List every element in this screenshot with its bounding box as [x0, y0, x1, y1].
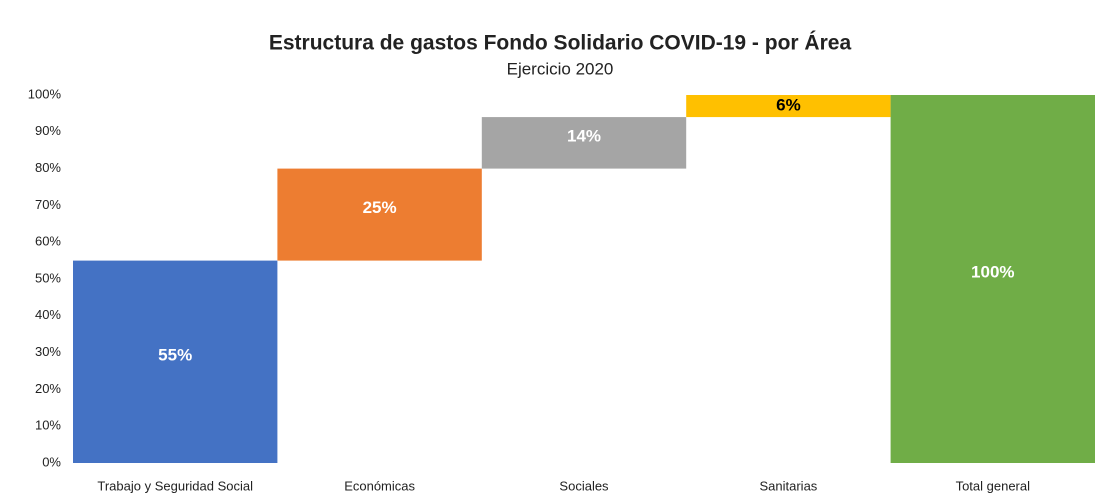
y-tick-label: 80%	[35, 160, 61, 175]
data-label: 14%	[567, 126, 601, 145]
y-tick-label: 40%	[35, 307, 61, 322]
chart-subtitle: Ejercicio 2020	[507, 59, 614, 78]
bar	[73, 260, 278, 463]
y-tick-label: 50%	[35, 270, 61, 285]
data-label: 6%	[776, 96, 801, 115]
bar	[890, 95, 1095, 463]
x-tick-label: Sanitarias	[759, 478, 817, 493]
bar	[277, 168, 482, 261]
y-tick-label: 70%	[35, 197, 61, 212]
y-tick-label: 0%	[42, 454, 61, 469]
x-tick-label: Trabajo y Seguridad Social	[97, 478, 253, 493]
y-tick-label: 10%	[35, 418, 61, 433]
y-tick-label: 90%	[35, 123, 61, 138]
y-tick-label: 100%	[28, 86, 62, 101]
bar	[686, 95, 891, 118]
x-tick-label: Sociales	[559, 478, 609, 493]
data-label: 25%	[363, 198, 397, 217]
data-label: 55%	[158, 345, 192, 364]
y-tick-label: 60%	[35, 234, 61, 249]
data-label: 100%	[971, 262, 1014, 281]
x-tick-label: Total general	[956, 478, 1031, 493]
y-tick-label: 20%	[35, 381, 61, 396]
chart-title: Estructura de gastos Fondo Solidario COV…	[269, 32, 852, 55]
bar	[481, 117, 687, 169]
y-tick-label: 30%	[35, 344, 61, 359]
x-tick-label: Económicas	[344, 478, 415, 493]
